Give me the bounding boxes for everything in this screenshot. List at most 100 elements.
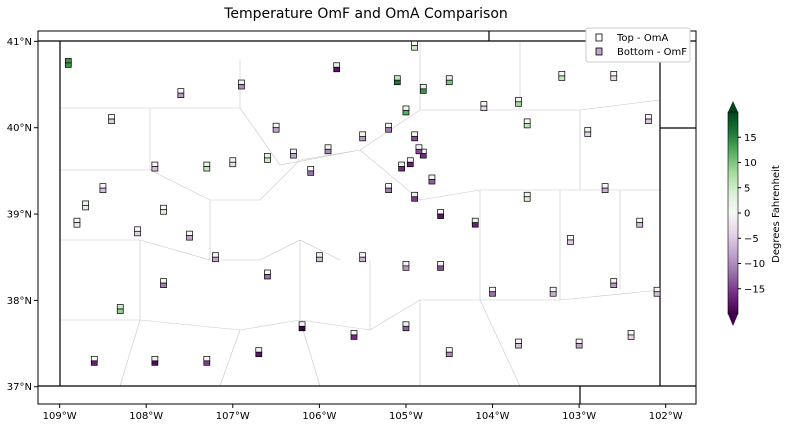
station-oma-half: [324, 144, 332, 150]
station-omf-half: [567, 239, 574, 245]
station-omf-half: [73, 222, 81, 228]
station-oma-half: [411, 131, 418, 137]
station-omf-half: [333, 66, 341, 73]
station-oma-half: [601, 183, 609, 189]
station-oma-half: [558, 71, 566, 77]
station-marker: [610, 71, 618, 81]
station-marker: [549, 286, 557, 297]
station-oma-half: [90, 355, 98, 362]
station-marker: [419, 83, 427, 94]
station-omf-half: [406, 161, 414, 168]
station-marker: [212, 252, 219, 263]
lon-tick-label-3: 106°W: [302, 411, 336, 422]
station-oma-half: [549, 286, 557, 293]
station-marker: [316, 252, 323, 263]
station-omf-half: [116, 308, 124, 314]
station-omf-half: [64, 62, 72, 68]
station-omf-half: [359, 135, 367, 142]
legend: Top - OmA Bottom - OmF: [585, 27, 691, 63]
cb-tick-label-5: −10: [744, 259, 765, 270]
station-marker: [575, 338, 583, 349]
station-oma-half: [402, 105, 410, 111]
station-marker: [108, 114, 115, 124]
station-omf-half: [575, 343, 583, 349]
station-oma-half: [151, 161, 159, 167]
station-oma-half: [255, 347, 263, 353]
station-omf-half: [272, 127, 280, 133]
station-omf-half: [177, 92, 185, 99]
station-oma-half: [523, 118, 531, 124]
station-oma-half: [64, 58, 72, 64]
station-oma-half: [264, 153, 271, 159]
station-oma-half: [290, 148, 297, 154]
station-omf-half: [445, 79, 453, 86]
station-oma-half: [567, 235, 574, 241]
station-omf-half: [489, 291, 496, 297]
station-omf-half: [558, 75, 566, 81]
station-marker: [151, 161, 159, 172]
station-marker: [558, 71, 566, 81]
station-oma-half: [203, 161, 211, 167]
station-marker: [653, 286, 661, 297]
lon-tick-label-5: 104°W: [476, 411, 510, 422]
station-oma-half: [82, 200, 89, 206]
station-omf-half: [610, 75, 618, 81]
station-omf-half: [523, 123, 531, 129]
station-oma-half: [177, 88, 185, 94]
legend-label-bottom: Bottom - OmF: [617, 47, 687, 58]
cb-tick-label-2: 5: [744, 183, 750, 194]
station-marker: [445, 75, 453, 86]
station-oma-half: [653, 286, 661, 293]
legend-label-top: Top - OmA: [616, 33, 668, 44]
station-omf-half: [645, 118, 652, 124]
cb-tick-label-0: 15: [744, 133, 757, 144]
station-marker: [272, 122, 280, 133]
station-oma-half: [359, 131, 367, 137]
station-oma-half: [411, 40, 418, 47]
lat-tick-label-3: 40°N: [7, 123, 32, 134]
station-omf-half: [203, 166, 211, 172]
station-oma-half: [238, 79, 245, 85]
station-oma-half: [489, 286, 496, 293]
station-marker: [398, 161, 405, 172]
station-oma-half: [471, 217, 479, 224]
station-oma-half: [151, 355, 159, 362]
legend-marker-top: [595, 33, 603, 42]
station-omf-half: [411, 135, 418, 142]
station-omf-half: [445, 351, 453, 358]
station-oma-half: [610, 278, 618, 284]
station-marker: [99, 183, 107, 193]
station-marker: [264, 153, 271, 163]
station-marker: [419, 148, 427, 159]
station-omf-half: [549, 291, 557, 297]
station-omf-half: [393, 79, 401, 86]
station-omf-half: [359, 256, 367, 263]
lon-tick-label-4: 105°W: [389, 411, 423, 422]
station-marker: [229, 157, 237, 168]
station-omf-half: [134, 230, 141, 237]
station-omf-half: [290, 153, 297, 159]
station-marker: [238, 79, 245, 90]
station-omf-half: [385, 187, 392, 193]
station-oma-half: [134, 226, 141, 232]
station-omf-half: [385, 127, 392, 133]
station-omf-half: [264, 274, 271, 280]
chart-title: Temperature OmF and OmA Comparison: [223, 6, 508, 22]
station-oma-half: [445, 347, 453, 353]
station-oma-half: [359, 252, 367, 258]
lat-tick-label-4: 41°N: [7, 37, 32, 48]
station-oma-half: [350, 330, 358, 336]
station-marker: [515, 96, 522, 107]
longitude-axis: 109°W 108°W 107°W 106°W 105°W 104°W 103°W 102°W: [43, 404, 683, 422]
station-marker: [186, 230, 193, 241]
lon-tick-label-0: 109°W: [43, 411, 77, 422]
lon-tick-label-1: 108°W: [129, 411, 163, 422]
station-marker: [415, 144, 423, 155]
station-marker: [610, 278, 618, 288]
map-plot-area: 109°W 108°W 107°W 106°W 105°W 104°W 103°W 102°W…: [7, 30, 697, 422]
station-omf-half: [402, 265, 410, 271]
station-marker: [177, 88, 185, 99]
station-marker: [350, 330, 358, 340]
station-oma-half: [575, 338, 583, 344]
